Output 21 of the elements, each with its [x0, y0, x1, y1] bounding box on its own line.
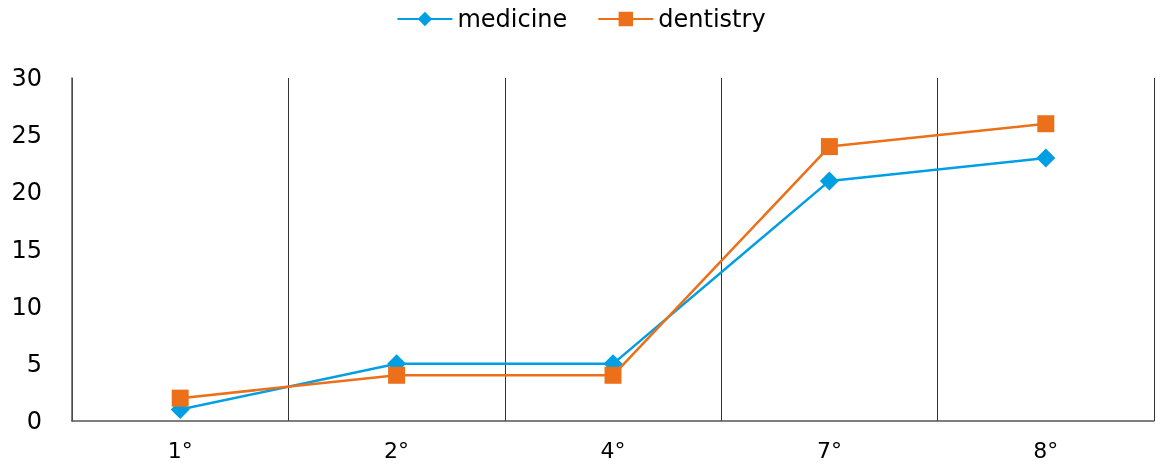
y-tick-label: 10 — [11, 292, 42, 321]
y-tick-label: 5 — [26, 349, 42, 378]
point — [604, 366, 622, 384]
point — [1037, 115, 1055, 133]
legend-label: dentistry — [658, 5, 766, 33]
x-tick-label: 4° — [600, 437, 626, 463]
y-tick-label: 20 — [11, 178, 42, 207]
point — [819, 171, 839, 191]
x-tick-label: 1° — [167, 437, 193, 463]
x-tick-label: 7° — [816, 437, 842, 463]
point — [820, 138, 838, 156]
x-tick-label: 8° — [1033, 437, 1059, 463]
y-tick-label: 25 — [11, 121, 42, 150]
y-tick-label: 0 — [26, 407, 42, 435]
point — [1036, 148, 1056, 168]
y-tick-label: 15 — [11, 235, 42, 264]
point — [388, 366, 406, 384]
y-tick-label: 30 — [11, 64, 42, 92]
point — [171, 389, 189, 407]
legend-label: medicine — [457, 5, 568, 33]
x-tick-label: 2° — [384, 437, 410, 463]
